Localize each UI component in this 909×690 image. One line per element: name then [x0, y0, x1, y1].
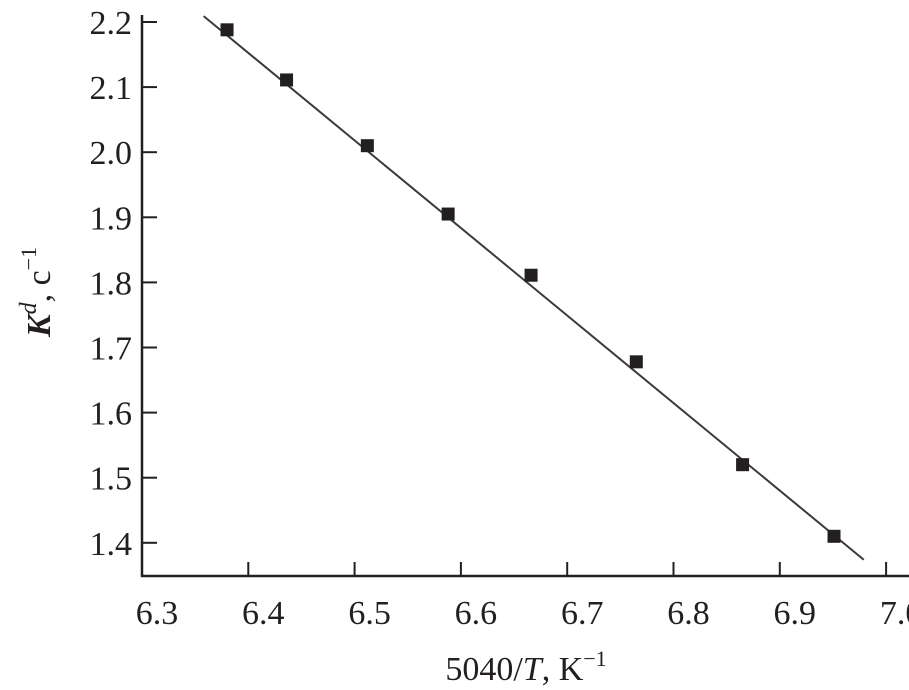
data-point: [280, 73, 294, 87]
y-tick-label: 1.5: [90, 461, 133, 498]
y-ticks: 2.2 2.1 2.0 1.9 1.8 1.7 1.6 1.5 1.4: [90, 5, 157, 563]
y-tick-label: 1.4: [90, 526, 133, 563]
y-tick-label: 2.1: [90, 70, 133, 107]
y-tick-label: 2.0: [90, 135, 133, 172]
x-ticks: 6.3 6.4 6.5 6.6 6.7 6.8 6.9 7.0: [136, 562, 909, 632]
y-tick-label: 1.8: [90, 265, 133, 302]
x-axis-label: 5040/T, K−1: [445, 646, 606, 688]
data-point: [441, 207, 455, 221]
fit-line-group: [203, 15, 865, 561]
x-tick-label: 6.9: [774, 595, 817, 632]
x-tick-label: 6.7: [561, 595, 604, 632]
data-points: [220, 23, 841, 543]
y-axis-label: Kd, c−1: [16, 247, 58, 338]
y-tick-label: 1.7: [90, 331, 133, 368]
x-tick-label: 6.3: [136, 595, 179, 632]
data-point: [736, 458, 750, 472]
y-tick-label: 1.6: [90, 396, 133, 433]
data-point: [360, 139, 374, 153]
x-tick-label: 7.0: [880, 595, 909, 632]
data-point: [524, 268, 538, 282]
y-tick-label: 1.9: [90, 200, 133, 237]
data-point: [827, 529, 841, 543]
axes: [140, 15, 909, 578]
x-tick-label: 6.6: [455, 595, 498, 632]
x-tick-label: 6.4: [242, 595, 285, 632]
data-point: [629, 355, 643, 369]
x-tick-label: 6.8: [667, 595, 710, 632]
y-tick-label: 2.2: [90, 5, 133, 42]
fit-line: [203, 15, 865, 561]
data-point: [220, 23, 234, 37]
x-tick-label: 6.5: [348, 595, 391, 632]
